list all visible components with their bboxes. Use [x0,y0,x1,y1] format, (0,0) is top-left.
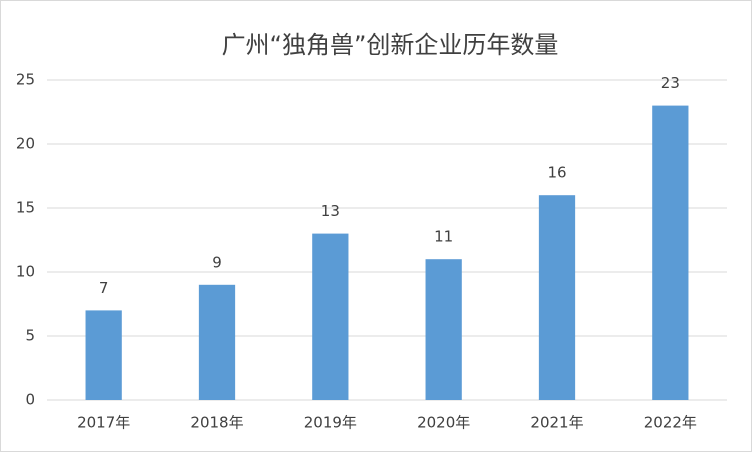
bar [538,195,576,400]
y-tick-label: 25 [16,71,35,89]
x-tick-label: 2022年 [644,414,697,432]
y-tick-label: 0 [25,391,35,409]
x-tick-label: 2018年 [190,414,243,432]
data-label: 9 [212,253,222,271]
y-tick-label: 10 [16,263,35,281]
x-tick-label: 2019年 [304,414,357,432]
data-label: 13 [321,202,340,220]
bar [198,284,236,400]
x-tick-label: 2021年 [530,414,583,432]
data-label: 16 [547,164,566,182]
x-tick-label: 2017年 [77,414,130,432]
data-label: 23 [661,74,680,92]
bar [652,105,689,400]
data-label: 7 [99,279,109,297]
bar [85,310,122,400]
data-label: 11 [434,228,453,246]
y-tick-label: 15 [16,199,35,217]
y-tick-label: 20 [16,135,35,153]
bar [425,259,462,400]
chart-title: 广州“独角兽”创新企业历年数量 [222,31,559,59]
bar [312,233,349,400]
y-tick-label: 5 [25,327,35,345]
x-tick-label: 2020年 [417,414,470,432]
